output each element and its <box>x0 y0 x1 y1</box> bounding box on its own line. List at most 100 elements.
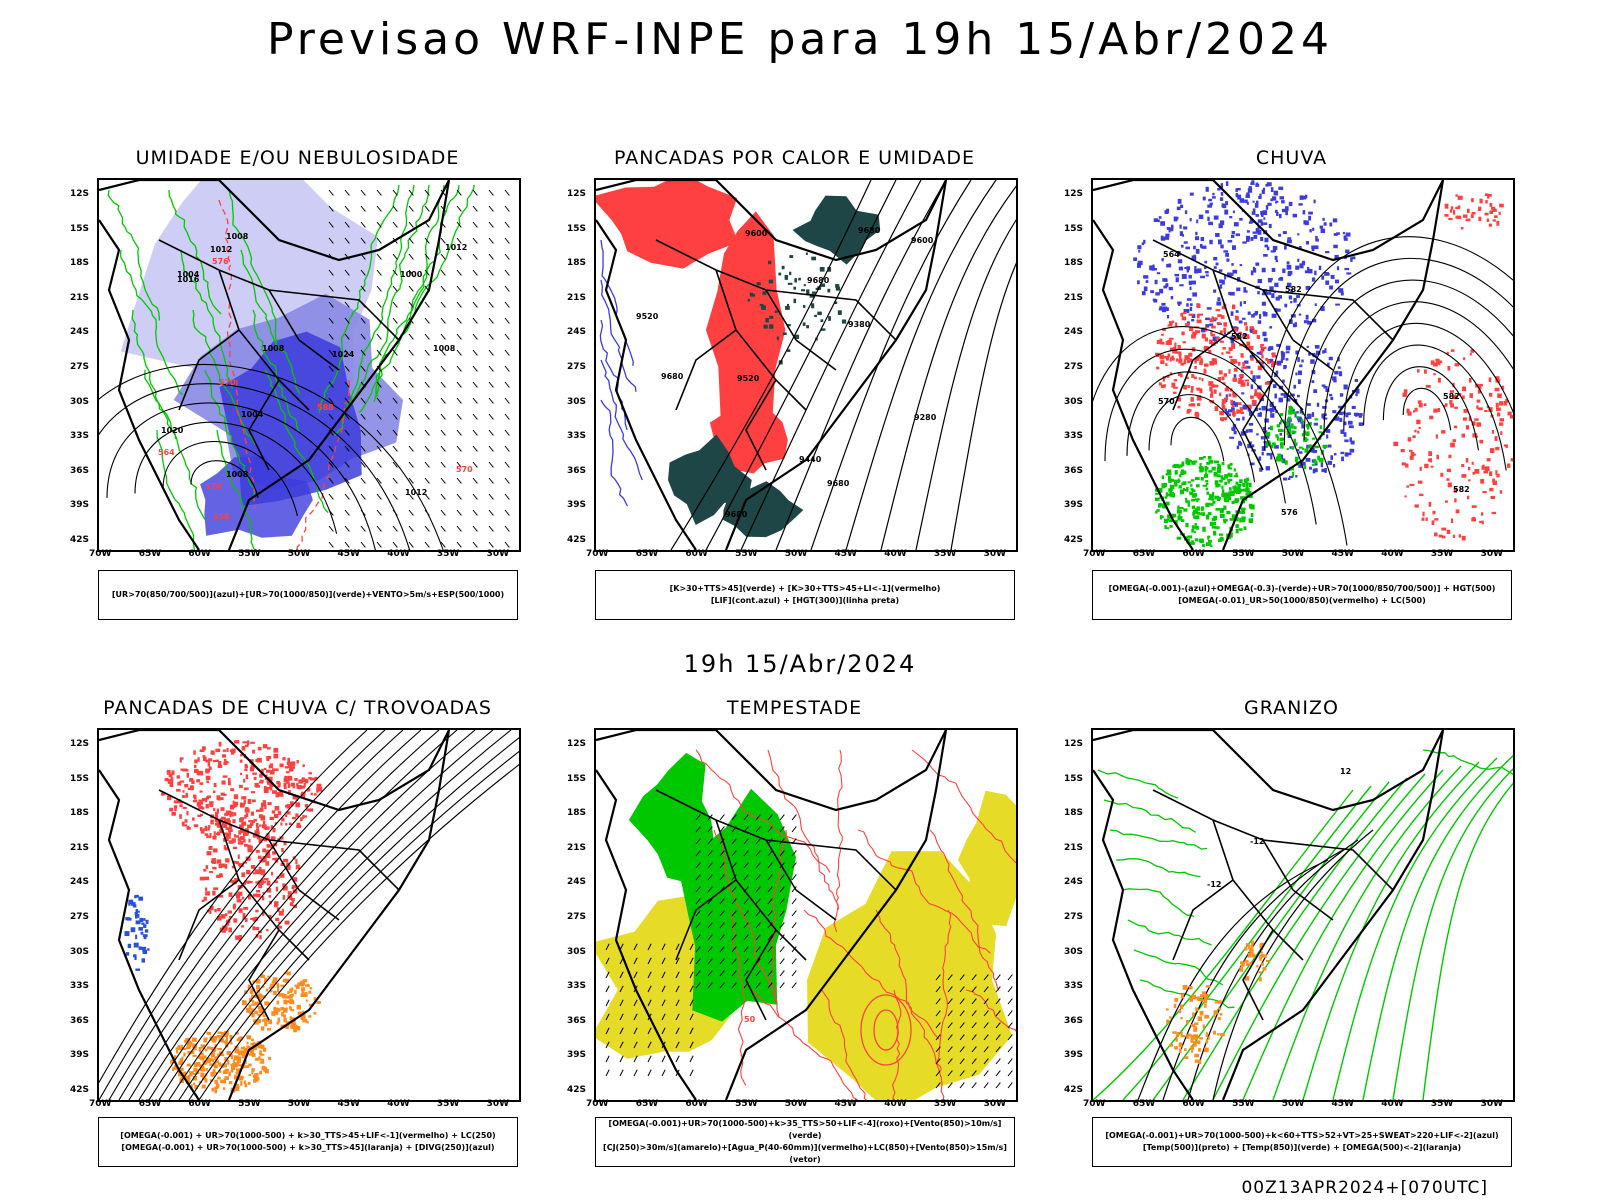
humidity-red-speckle <box>1470 214 1474 219</box>
instability-teal-speckle <box>763 324 768 329</box>
wind-vector <box>344 461 350 468</box>
wind-vector <box>707 910 713 917</box>
precipitable-water-contour <box>767 749 840 910</box>
thickness-label: 570 <box>219 378 236 387</box>
instability-teal-speckle <box>820 319 824 323</box>
instability-teal-speckle <box>759 304 764 307</box>
wind-vector <box>392 509 398 516</box>
thunder-orange-speckle <box>313 997 316 1001</box>
map-tempestade[interactable]: 50 <box>594 728 1018 1102</box>
humidity-red-speckle <box>1486 405 1490 409</box>
omega-blue-speckle <box>1305 314 1309 320</box>
omega-orange-speckle <box>1187 1033 1192 1037</box>
humidity-red-speckle <box>1407 411 1412 416</box>
omega-blue-speckle <box>1265 205 1269 210</box>
thunder-red-speckle <box>217 916 222 921</box>
omega-blue-speckle <box>1329 222 1333 227</box>
omega-blue-speckle <box>1290 314 1296 318</box>
wind-vector <box>767 874 773 881</box>
map-pancadas-trovoadas[interactable] <box>97 728 521 1102</box>
map-chuva[interactable]: 582 582 570 564 582 582 576 <box>1091 178 1515 552</box>
wind-vector <box>767 862 773 869</box>
thunder-orange-speckle <box>276 1000 280 1005</box>
omega-green-speckle <box>1279 437 1284 442</box>
omega-green-speckle <box>1206 461 1211 465</box>
humidity-red-speckle <box>1469 393 1473 399</box>
humidity-red-speckle <box>1477 389 1481 394</box>
omega-blue-speckle <box>1252 231 1258 234</box>
humidity-red-speckle <box>1489 210 1493 214</box>
omega-blue-speckle <box>1160 236 1166 241</box>
omega-orange-speckle <box>1186 1034 1190 1039</box>
latitude-tick-label: 42S <box>567 535 587 545</box>
omega-blue-speckle <box>1170 296 1174 300</box>
thunder-orange-speckle <box>227 1059 230 1065</box>
thunder-red-speckle <box>234 893 238 896</box>
thunder-orange-speckle <box>217 1053 220 1057</box>
omega-blue-speckle <box>1165 233 1170 237</box>
wind-vector <box>472 237 478 244</box>
map-umidade[interactable]: 1012 1008 1008 1012 1020 1016 1024 1008 1004 1012… <box>97 178 521 552</box>
omega-blue-speckle <box>1325 388 1330 392</box>
omega-green-speckle <box>1181 470 1184 474</box>
humidity-red-speckle <box>1267 360 1271 364</box>
humidity-red-speckle <box>1183 359 1187 365</box>
thunder-red-speckle <box>254 835 259 838</box>
humidity-red-speckle <box>1188 352 1193 357</box>
omega-blue-speckle <box>1254 311 1259 315</box>
omega-blue-speckle <box>1218 239 1222 245</box>
omega-green-speckle <box>1157 503 1162 508</box>
omega-green-speckle <box>1191 460 1196 465</box>
wind-vector <box>472 349 478 356</box>
humidity-red-speckle <box>1196 330 1200 334</box>
longitude-tick-label: 30W <box>1480 1099 1504 1109</box>
panel-pancadas-calor: PANCADAS POR CALOR E UMIDADE 9680 9680 968… <box>567 145 1022 625</box>
thunder-red-speckle <box>252 772 257 775</box>
thunder-orange-speckle <box>210 1047 214 1051</box>
omega-blue-speckle <box>1275 296 1280 301</box>
streamline <box>99 730 368 1084</box>
humidity-red-speckle <box>1187 385 1191 388</box>
thunder-red-speckle <box>201 899 205 903</box>
thunder-red-speckle <box>192 817 195 821</box>
omega-orange-speckle <box>1203 998 1208 1004</box>
wind-vector <box>731 898 737 905</box>
humidity-red-speckle <box>1163 384 1166 388</box>
omega-blue-speckle <box>1307 320 1312 325</box>
streamline <box>188 750 519 1100</box>
thunder-orange-speckle <box>245 1048 249 1051</box>
map-granizo[interactable]: -12 12 -12 <box>1091 728 1515 1102</box>
thunder-red-speckle <box>167 795 172 801</box>
thunder-orange-speckle <box>246 1041 249 1045</box>
wind-vector <box>675 971 680 979</box>
humidity-red-speckle <box>1393 441 1399 447</box>
thunder-orange-speckle <box>224 1068 230 1072</box>
omega-orange-speckle <box>1202 991 1206 995</box>
omega-blue-speckle <box>1185 246 1190 250</box>
wind-vector <box>719 874 725 881</box>
map-pancadas-calor[interactable]: 9680 9680 9680 9680 9600 9520 9440 9380 9280 9680… <box>594 178 1018 552</box>
omega-green-speckle <box>1165 501 1170 506</box>
humidity-red-speckle <box>1463 357 1466 361</box>
wind-vector <box>633 943 638 951</box>
thunder-orange-speckle <box>207 1058 212 1061</box>
wind-vector <box>376 285 382 292</box>
omega-blue-speckle <box>1259 467 1263 472</box>
wind-vector <box>755 898 761 905</box>
streamline <box>138 730 458 1100</box>
omega-blue-speckle <box>1358 415 1363 418</box>
humidity-red-speckle <box>1244 379 1250 382</box>
low-level-humidity-contour <box>264 369 329 514</box>
omega-green-speckle <box>1183 487 1186 491</box>
latitude-tick-label: 27S <box>70 912 90 922</box>
wind-vector <box>376 269 382 276</box>
omega-blue-speckle <box>1195 236 1200 241</box>
humidity-red-speckle <box>1483 470 1488 474</box>
omega-blue-speckle <box>1177 301 1181 306</box>
isobar-contour <box>134 421 338 534</box>
wind-vector <box>689 943 694 951</box>
wind-vector <box>424 397 430 404</box>
wind-vector <box>707 982 713 989</box>
omega-blue-speckle <box>1325 251 1330 254</box>
omega-blue-speckle <box>1266 408 1271 412</box>
